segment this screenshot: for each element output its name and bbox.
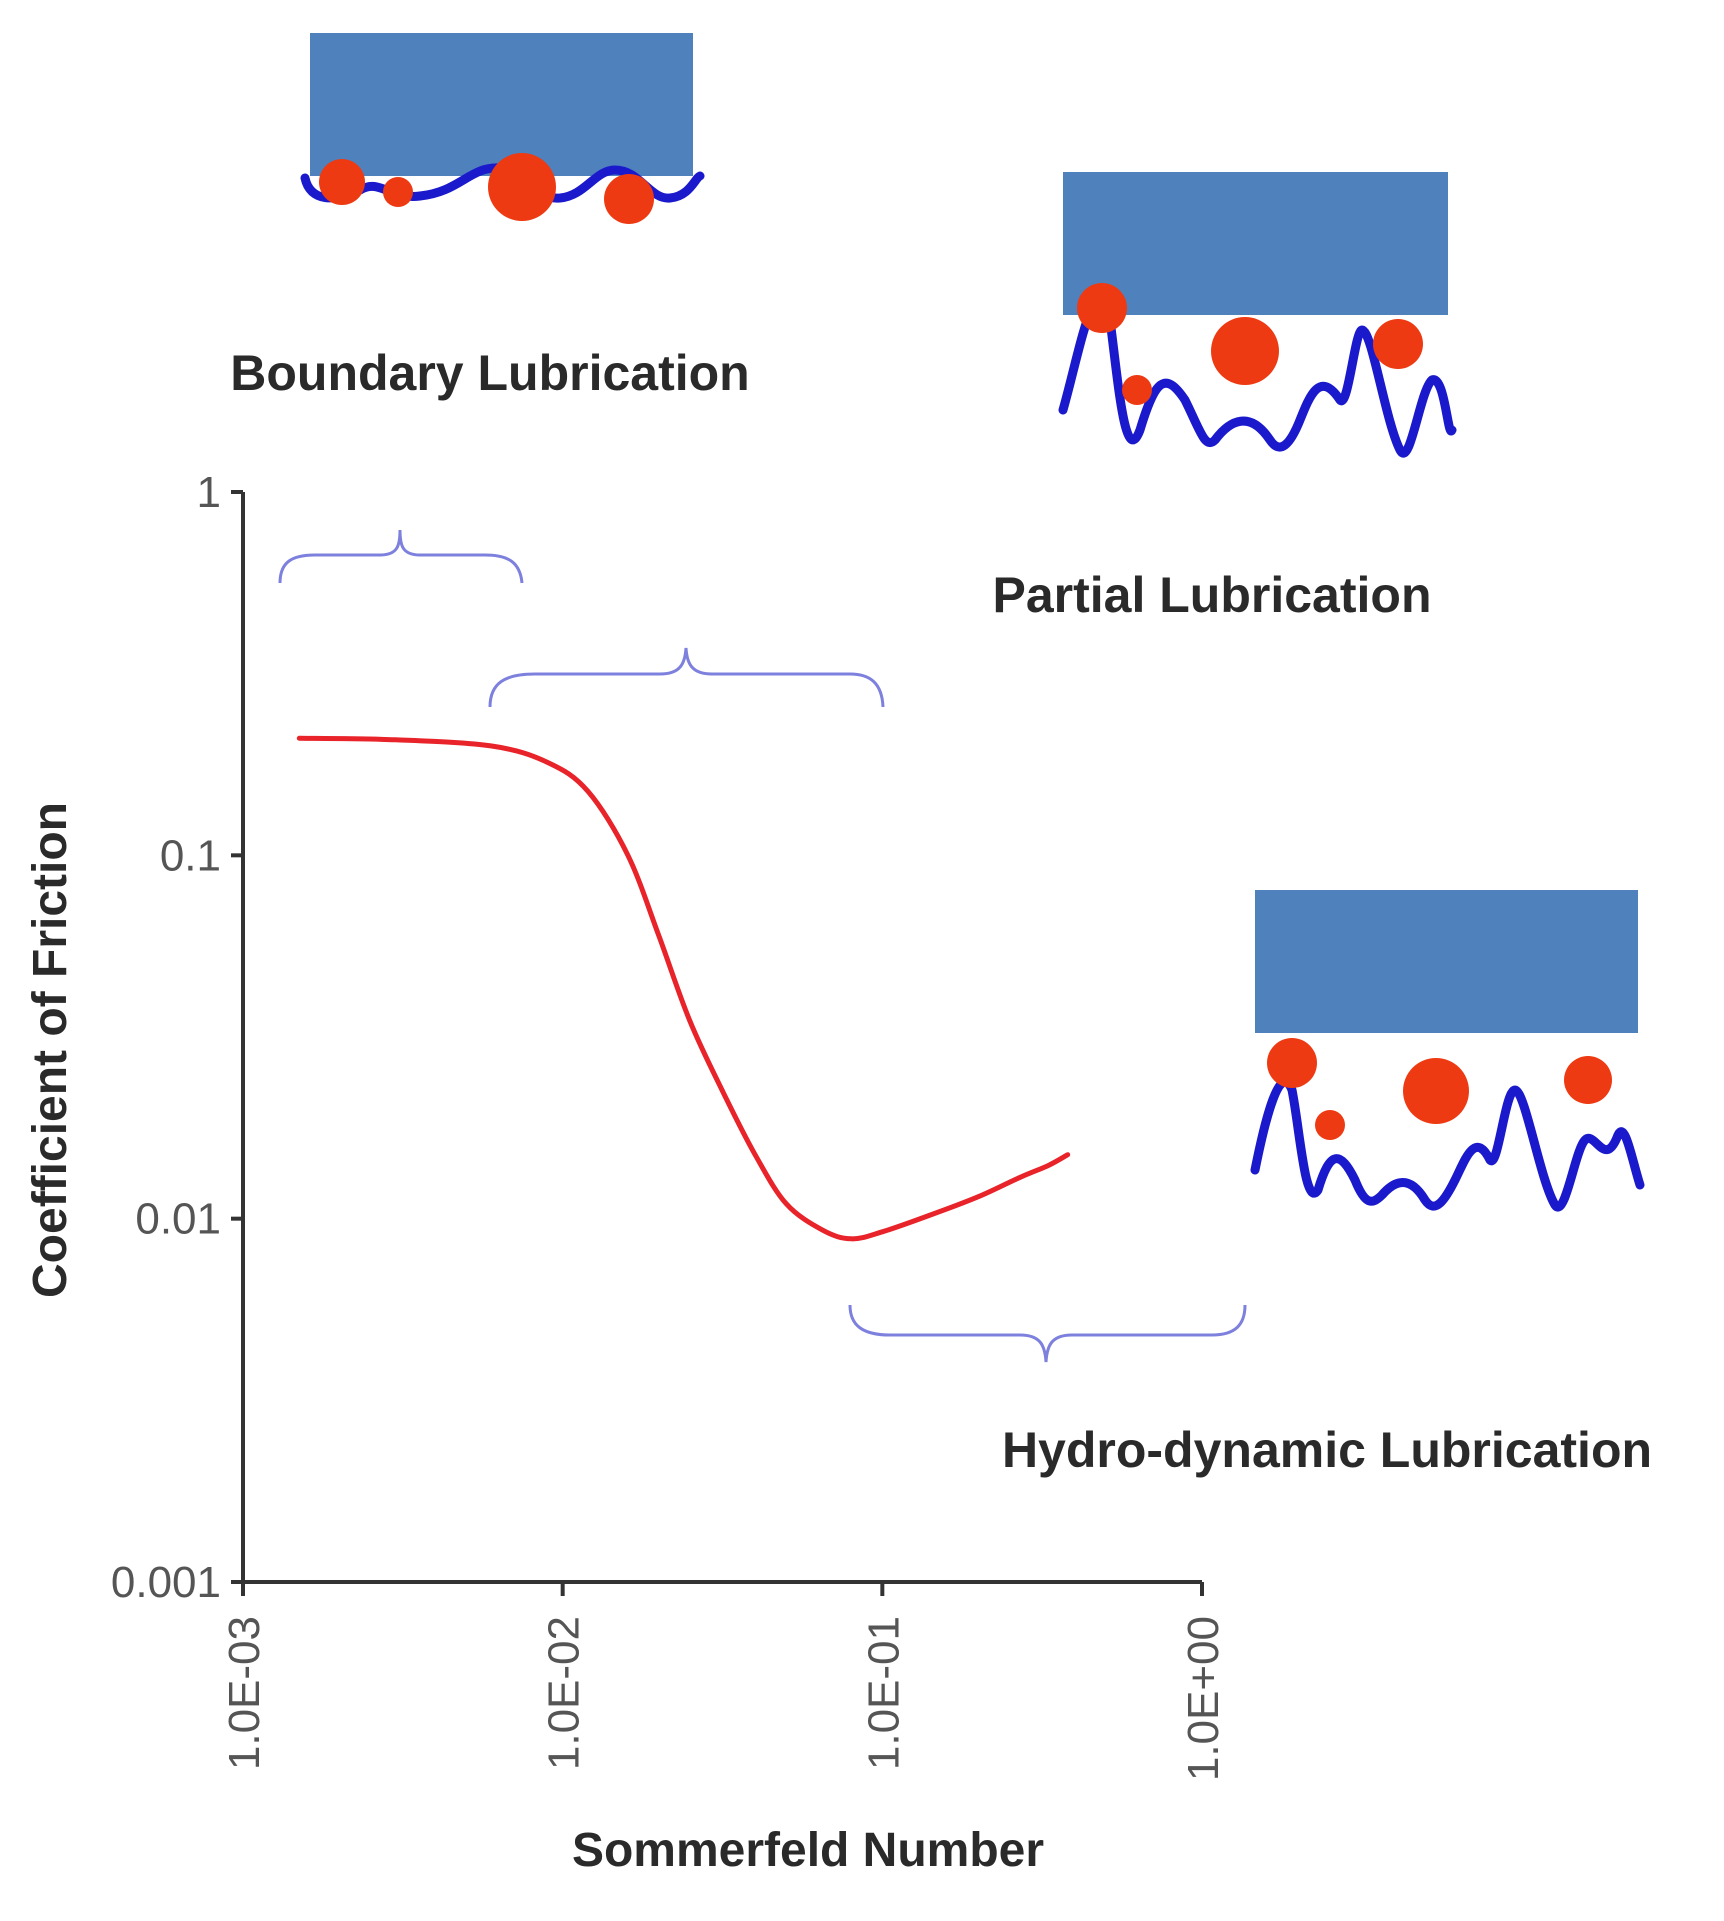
- partial-surface: [1058, 296, 1457, 458]
- x-tick-label: 1.0E-01: [859, 1616, 908, 1770]
- particle: [319, 159, 365, 205]
- particle: [604, 174, 654, 224]
- particle: [383, 177, 413, 207]
- x-ticks: 1.0E-03 1.0E-02 1.0E-01 1.0E+00: [220, 1582, 1228, 1781]
- particle: [1373, 319, 1423, 369]
- annotation-partial: Partial Lubrication: [993, 567, 1432, 623]
- y-tick-label: 0.001: [111, 1558, 221, 1607]
- boundary-block: [310, 33, 693, 176]
- y-ticks: 1 0.1 0.01 0.001: [111, 468, 243, 1607]
- boundary-illustration: [300, 33, 705, 224]
- hydrodynamic-brace: [848, 1304, 1247, 1363]
- hydrodynamic-surface: [1250, 1077, 1645, 1212]
- hydrodynamic-illustration: [1250, 890, 1645, 1212]
- annotation-hydrodynamic: Hydro-dynamic Lubrication: [1002, 1422, 1652, 1478]
- y-tick-label: 1: [197, 468, 221, 517]
- particle: [1077, 283, 1127, 333]
- x-axis-title: Sommerfeld Number: [572, 1824, 1044, 1877]
- boundary-brace: [278, 529, 524, 584]
- particle: [488, 153, 556, 221]
- particle: [1122, 375, 1152, 405]
- y-tick-label: 0.1: [160, 831, 221, 880]
- hydrodynamic-block: [1255, 890, 1638, 1033]
- y-axis-title: Coefficient of Friction: [24, 802, 77, 1298]
- x-tick-label: 1.0E-02: [540, 1616, 589, 1770]
- particle: [1211, 317, 1279, 385]
- partial-brace: [488, 647, 885, 708]
- friction-curve: [296, 735, 1071, 1242]
- particle: [1403, 1058, 1469, 1124]
- particle: [1267, 1038, 1317, 1088]
- y-tick-label: 0.01: [135, 1195, 221, 1244]
- x-tick-label: 1.0E+00: [1179, 1616, 1228, 1781]
- x-tick-label: 1.0E-03: [220, 1616, 269, 1770]
- particle: [1564, 1056, 1612, 1104]
- partial-block: [1063, 172, 1448, 315]
- particle: [1315, 1110, 1345, 1140]
- partial-illustration: [1058, 172, 1457, 458]
- annotation-boundary: Boundary Lubrication: [230, 345, 749, 401]
